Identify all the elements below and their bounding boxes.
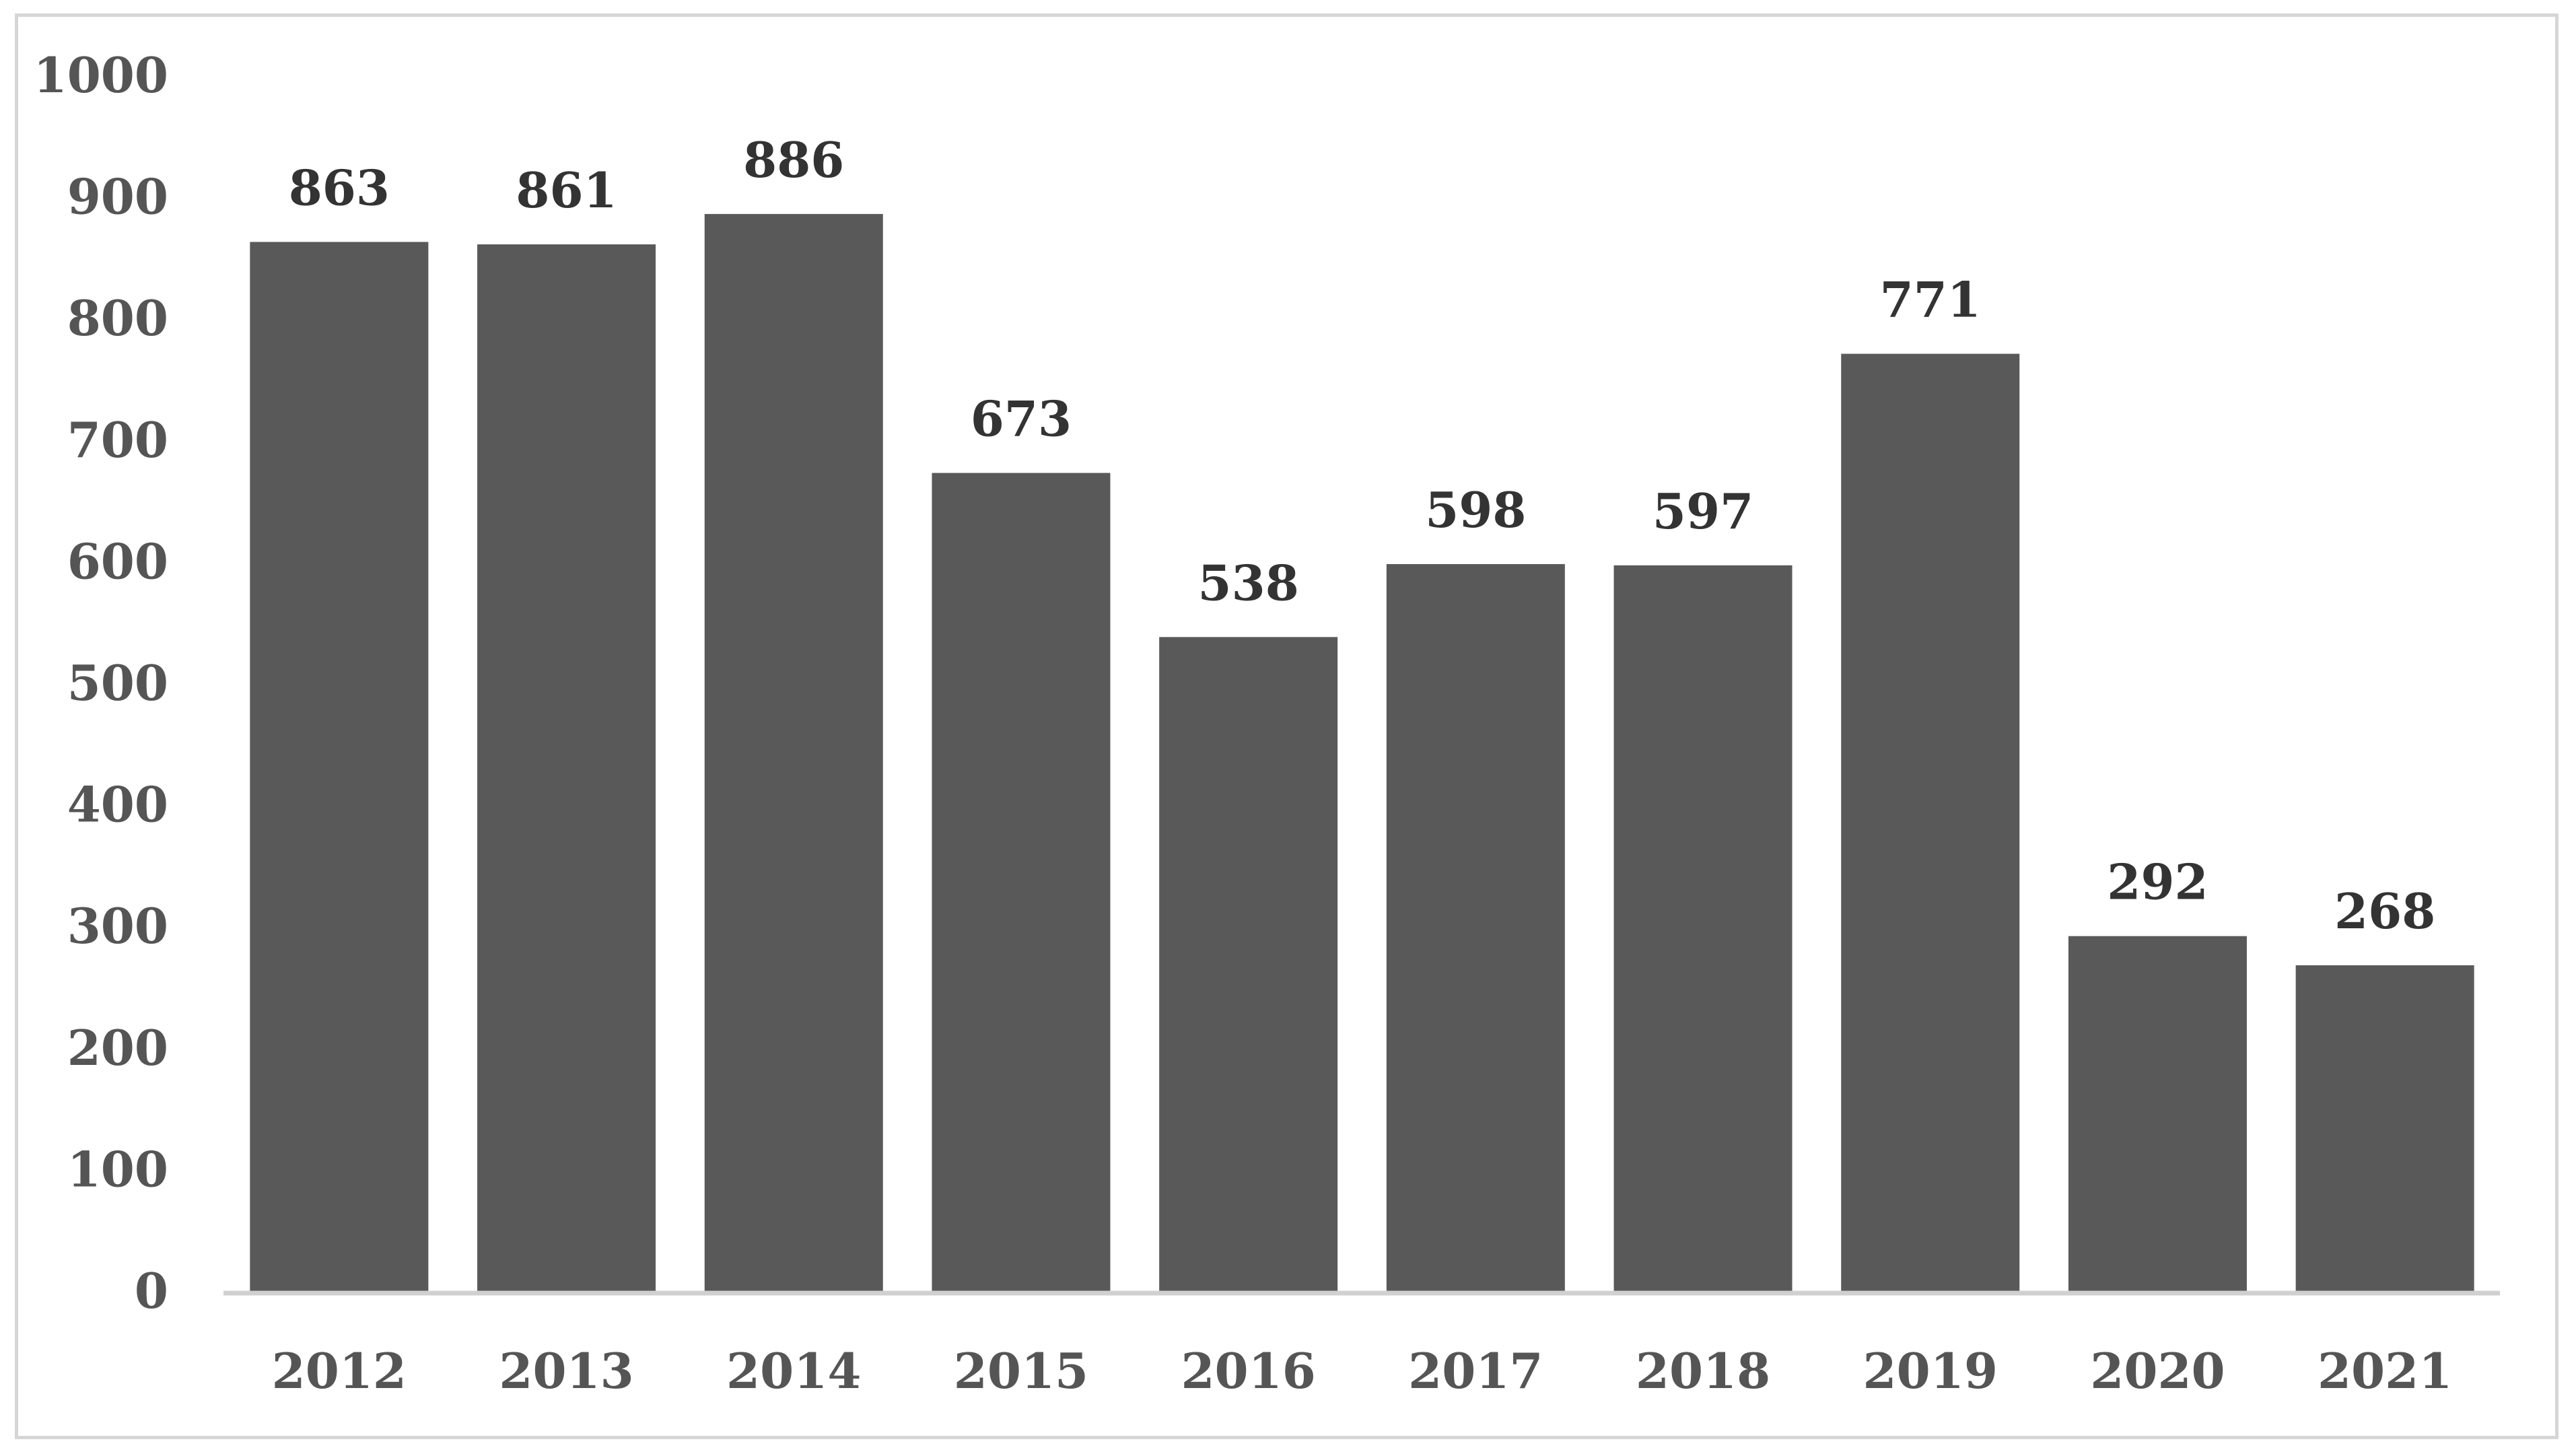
bar-2013 <box>477 244 656 1292</box>
x-tick-label-2012: 2012 <box>272 1342 407 1399</box>
data-labels: 863 861 886 673 538 598 597 771 292 268 <box>289 131 2436 940</box>
x-tick-label-2020: 2020 <box>2090 1342 2225 1399</box>
data-label-2021: 268 <box>2334 882 2435 940</box>
bar-2012 <box>250 242 429 1291</box>
data-label-2013: 861 <box>516 162 617 219</box>
x-axis-ticks: 2012 2013 2014 2015 2016 2017 2018 2019 2020 2021 <box>272 1342 2453 1399</box>
data-label-2020: 292 <box>2107 854 2208 911</box>
y-tick-label: 0 <box>135 1262 168 1319</box>
x-tick-label-2013: 2013 <box>499 1342 633 1399</box>
x-tick-label-2018: 2018 <box>1636 1342 1770 1399</box>
x-tick-label-2016: 2016 <box>1181 1342 1315 1399</box>
x-tick-label-2017: 2017 <box>1408 1342 1543 1399</box>
data-label-2018: 597 <box>1652 483 1753 540</box>
data-label-2014: 886 <box>743 131 844 188</box>
bar-2015 <box>932 473 1111 1291</box>
x-tick-label-2019: 2019 <box>1863 1342 1998 1399</box>
x-tick-label-2021: 2021 <box>2318 1342 2452 1399</box>
data-label-2016: 538 <box>1198 554 1299 611</box>
y-tick-label: 700 <box>67 411 168 469</box>
data-label-2015: 673 <box>971 390 1072 448</box>
data-label-2012: 863 <box>289 159 390 216</box>
data-label-2019: 771 <box>1880 271 1981 328</box>
y-tick-label: 300 <box>67 897 168 955</box>
data-label-2017: 598 <box>1425 481 1526 539</box>
y-tick-label: 800 <box>67 289 168 347</box>
bar-2020 <box>2068 936 2247 1291</box>
bar-2016 <box>1159 637 1338 1291</box>
y-tick-label: 200 <box>67 1019 168 1076</box>
y-tick-label: 1000 <box>34 46 168 104</box>
bar-2014 <box>704 213 883 1291</box>
y-tick-label: 600 <box>67 532 168 590</box>
bar-2019 <box>1841 353 2020 1291</box>
y-tick-label: 900 <box>67 168 168 226</box>
y-tick-label: 400 <box>67 776 168 833</box>
bar-2018 <box>1613 565 1792 1291</box>
bar-2021 <box>2295 965 2474 1291</box>
x-tick-label-2015: 2015 <box>954 1342 1088 1399</box>
x-tick-label-2014: 2014 <box>726 1342 861 1399</box>
y-axis-ticks: 0 100 200 300 400 500 600 700 800 900 1000 <box>34 46 168 1319</box>
y-tick-label: 500 <box>67 654 168 712</box>
y-tick-label: 100 <box>67 1140 168 1198</box>
bar-2017 <box>1386 564 1565 1292</box>
bars <box>250 213 2474 1292</box>
